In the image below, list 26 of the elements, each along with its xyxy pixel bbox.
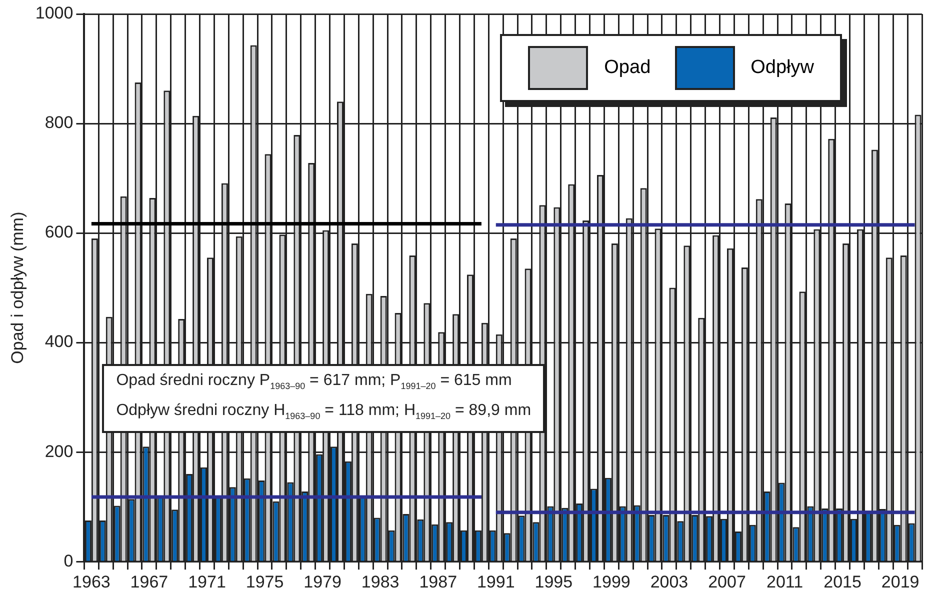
x-tick-label: 1963 xyxy=(72,572,110,592)
x-tick-label: 1999 xyxy=(592,572,630,592)
x-tick-label: 2015 xyxy=(824,572,862,592)
y-tick-label: 200 xyxy=(44,442,74,461)
x-tick-label: 1983 xyxy=(361,572,400,592)
x-tick-label: 1987 xyxy=(419,572,458,592)
annotation: Opad średni roczny P$_{1963–90}$ = 617 mm; P$_{1991–20}$ = 615 mm xyxy=(116,371,513,394)
legend-label: Opad xyxy=(604,57,651,79)
x-tick-label: 1967 xyxy=(130,572,168,592)
y-axis-title: Opad i odpływ (mm) xyxy=(8,212,27,364)
x-tick-label: 2003 xyxy=(650,572,688,592)
y-tick-label: 0 xyxy=(64,551,74,570)
x-tick-label: 1971 xyxy=(188,572,226,592)
y-tick-label: 600 xyxy=(44,222,74,242)
x-tick-label: 2019 xyxy=(881,572,920,592)
x-tick-label: 2011 xyxy=(766,572,804,592)
y-tick-label: 800 xyxy=(44,113,74,132)
x-tick-label: 1995 xyxy=(534,572,573,592)
y-tick-label: 400 xyxy=(44,332,74,352)
annotation: Odpływ średni roczny H$_{1963–90}$ = 118 mm; H$_{1991–20}$ = 89,9 mm xyxy=(116,400,532,423)
legend-label: Odpływ xyxy=(750,57,814,79)
y-tick-label: 1000 xyxy=(35,4,74,23)
x-tick-label: 1979 xyxy=(304,572,342,592)
x-tick-label: 1991 xyxy=(476,572,515,592)
x-tick-label: 1975 xyxy=(246,572,284,592)
x-tick-label: 2007 xyxy=(708,572,746,592)
